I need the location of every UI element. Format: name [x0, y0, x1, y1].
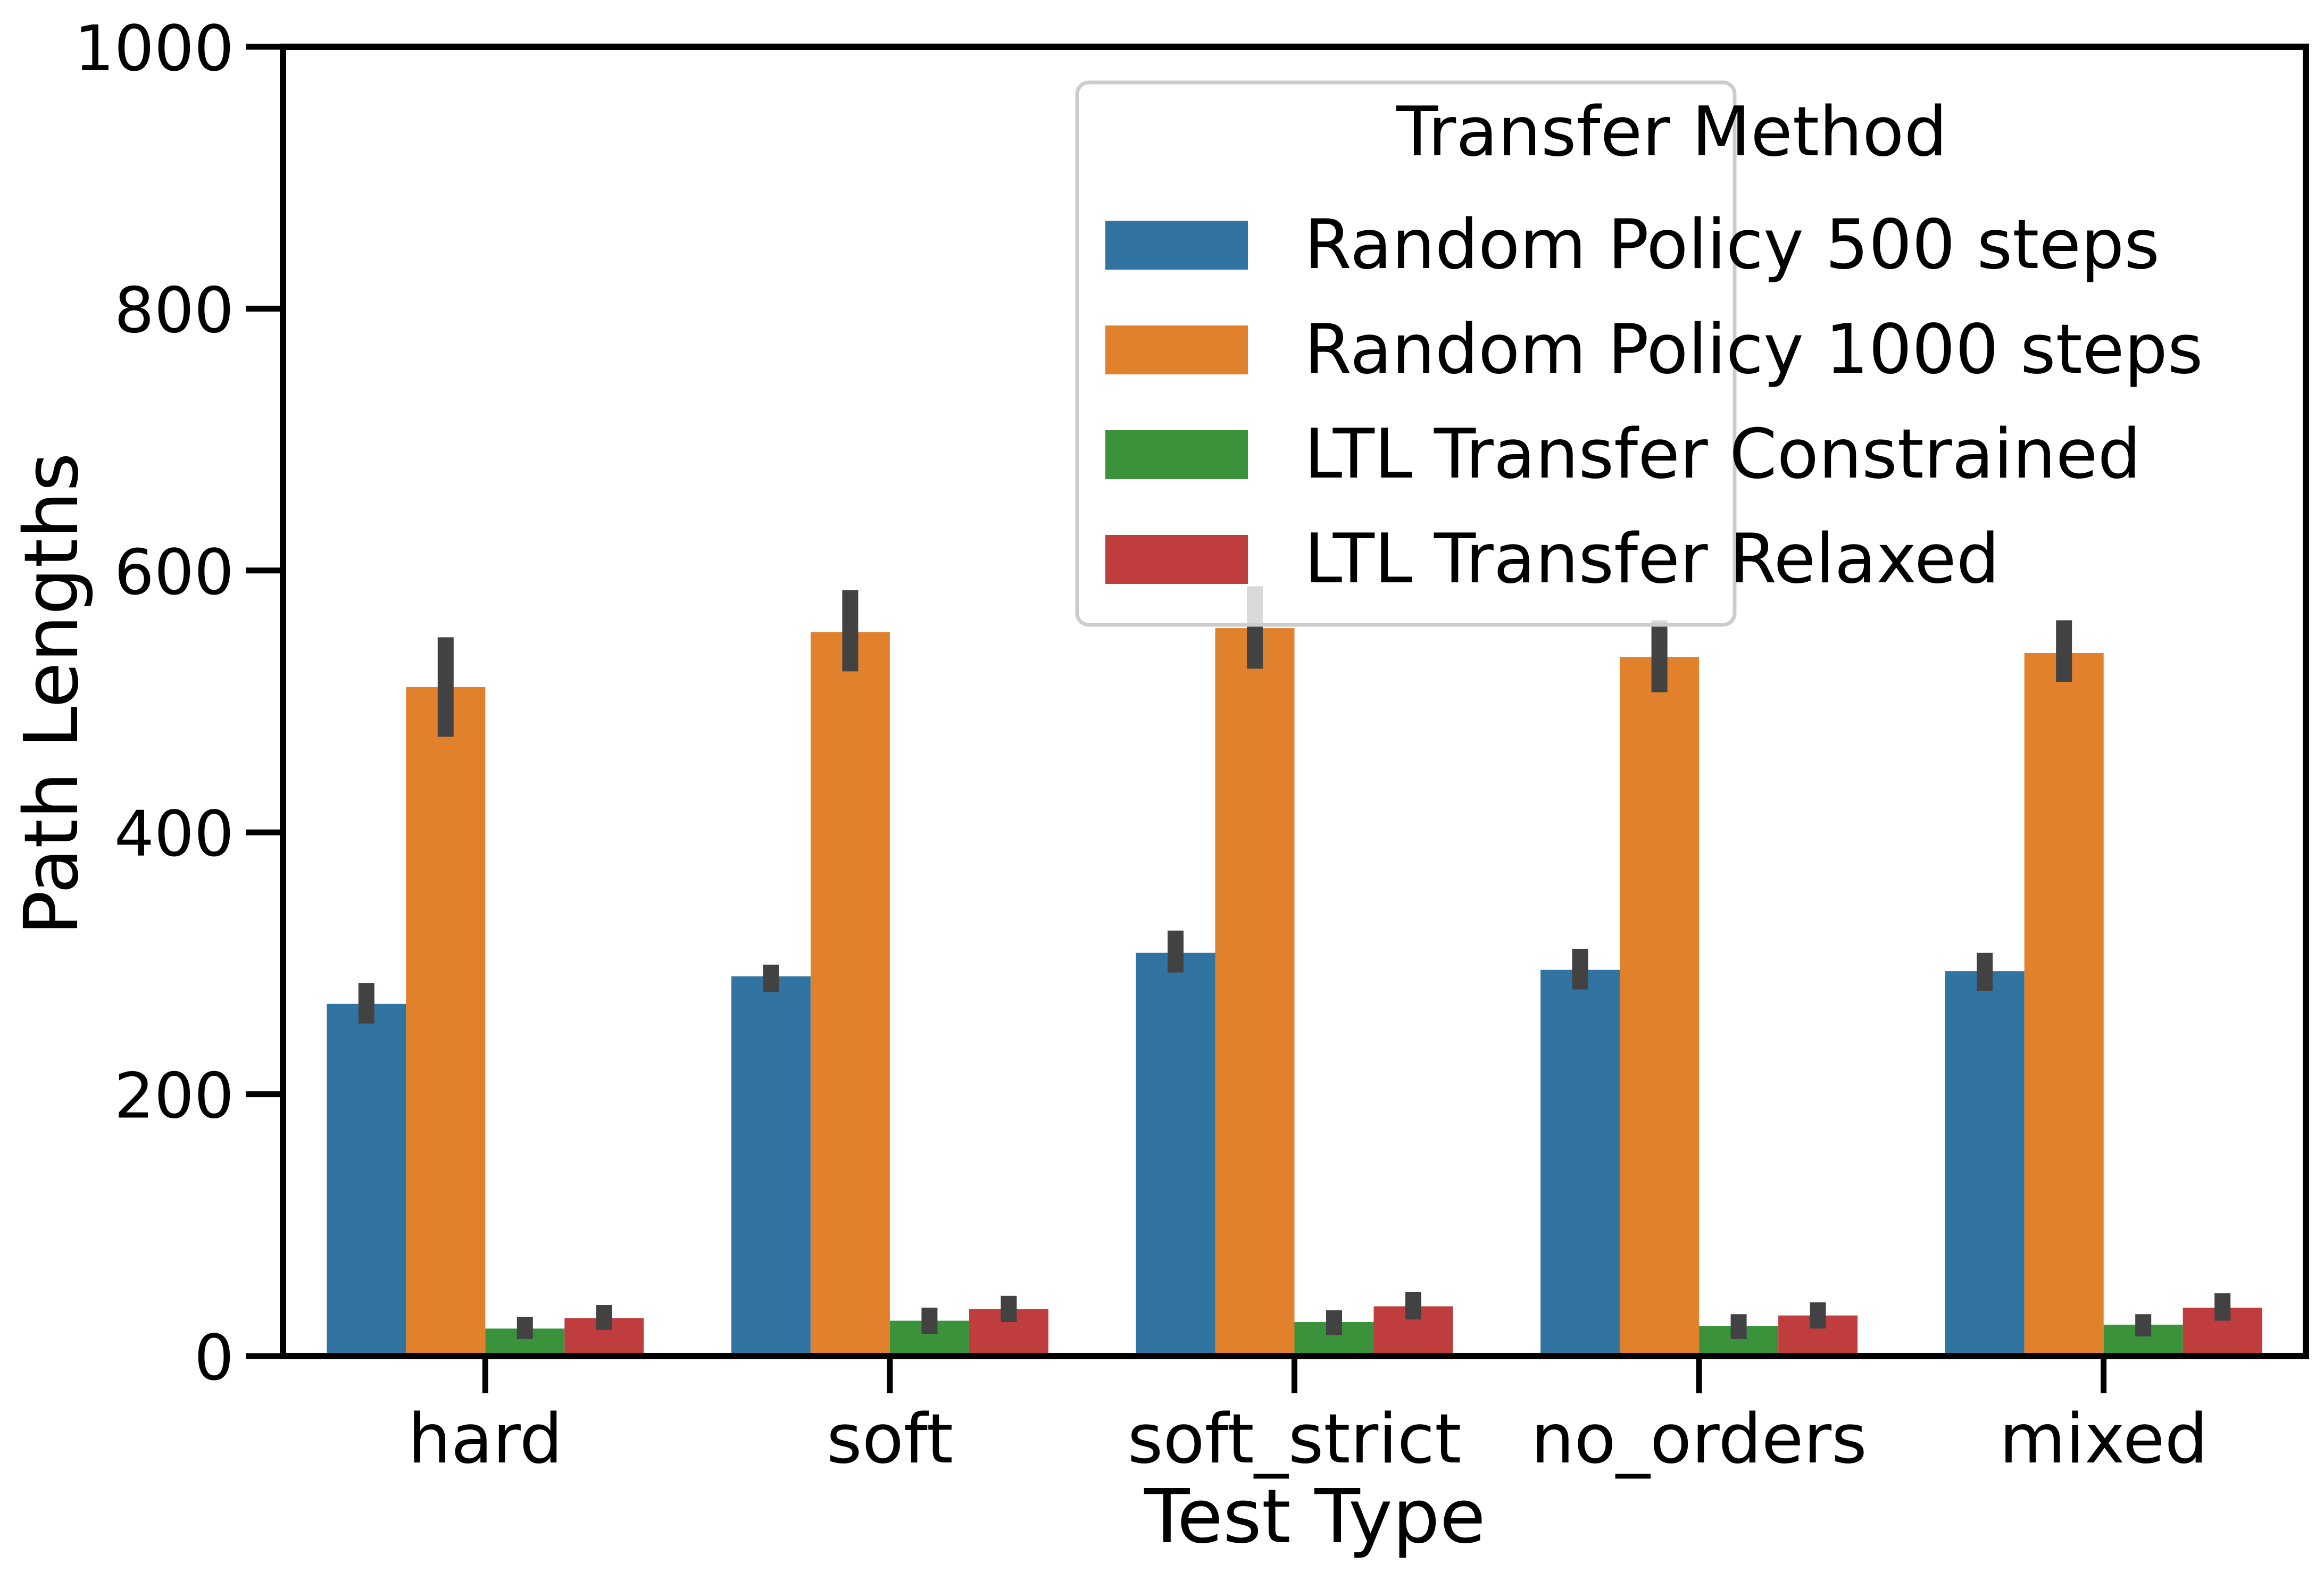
x-tick-label-hard: hard	[408, 1400, 563, 1479]
bar-mixed-series-2	[2024, 653, 2104, 1356]
bar-hard-series-1	[327, 1003, 406, 1356]
y-tick-label-0: 0	[194, 1321, 234, 1394]
legend-swatch-1	[1105, 221, 1248, 270]
bar-soft-series-2	[810, 632, 890, 1356]
legend-title: Transfer Method	[1396, 93, 1947, 172]
legend-swatch-4	[1105, 535, 1248, 584]
legend-swatch-3	[1105, 430, 1248, 479]
bar-soft_strict-series-1	[1136, 952, 1215, 1356]
x-tick-label-mixed: mixed	[2000, 1400, 2208, 1479]
bar-mixed-series-1	[1945, 971, 2025, 1356]
y-axis-label: Path Lengths	[9, 453, 95, 935]
legend-label-4: LTL Transfer Relaxed	[1304, 520, 2000, 599]
x-axis-label: Test Type	[1144, 1474, 1486, 1560]
legend-label-3: LTL Transfer Constrained	[1304, 415, 2141, 494]
legend-entries: Random Policy 500 steps Random Policy 100…	[1105, 205, 2203, 599]
bar-no_orders-series-2	[1620, 657, 1700, 1356]
legend-swatch-2	[1105, 325, 1248, 374]
y-tick-label-600: 600	[114, 536, 234, 609]
y-tick-label-800: 800	[114, 273, 234, 347]
x-tick-label-soft: soft	[827, 1400, 953, 1479]
legend: Transfer Method Random Policy 500 stepsR…	[1075, 80, 2203, 627]
bars-layer	[327, 628, 2262, 1356]
ticks-layer: 0 200 400 600 800 1000 hard soft soft_strict no_o…	[74, 12, 2208, 1479]
errorbars-layer	[358, 586, 2231, 1339]
bar-soft-series-1	[731, 976, 811, 1356]
legend-frame	[1075, 80, 1737, 627]
y-tick-label-400: 400	[114, 797, 234, 871]
legend-label-2: Random Policy 1000 steps	[1304, 310, 2203, 389]
x-tick-label-soft_strict: soft_strict	[1128, 1400, 1462, 1479]
bar-hard-series-2	[406, 687, 486, 1356]
y-tick-label-1000: 1000	[74, 12, 234, 85]
bar-no_orders-series-1	[1540, 969, 1620, 1356]
bar-soft_strict-series-2	[1215, 628, 1295, 1356]
legend-label-1: Random Policy 500 steps	[1304, 205, 2160, 285]
x-tick-label-no_orders: no_orders	[1531, 1400, 1867, 1479]
y-tick-label-200: 200	[114, 1059, 234, 1133]
